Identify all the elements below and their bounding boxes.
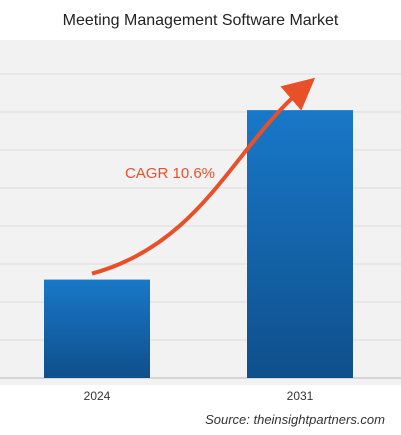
x-tick-label-2024: 2024 bbox=[84, 389, 111, 403]
source-credit: Source: theinsightpartners.com bbox=[205, 412, 385, 427]
bar-2031 bbox=[247, 110, 353, 378]
cagr-arrow bbox=[91, 77, 316, 276]
x-tick-labels: 2024 2031 bbox=[84, 389, 314, 403]
bars bbox=[44, 110, 353, 378]
cagr-label: CAGR 10.6% bbox=[125, 165, 215, 182]
chart-title: Meeting Management Software Market bbox=[62, 12, 339, 29]
x-tick-label-2031: 2031 bbox=[287, 389, 314, 403]
bar-2024 bbox=[44, 279, 150, 378]
